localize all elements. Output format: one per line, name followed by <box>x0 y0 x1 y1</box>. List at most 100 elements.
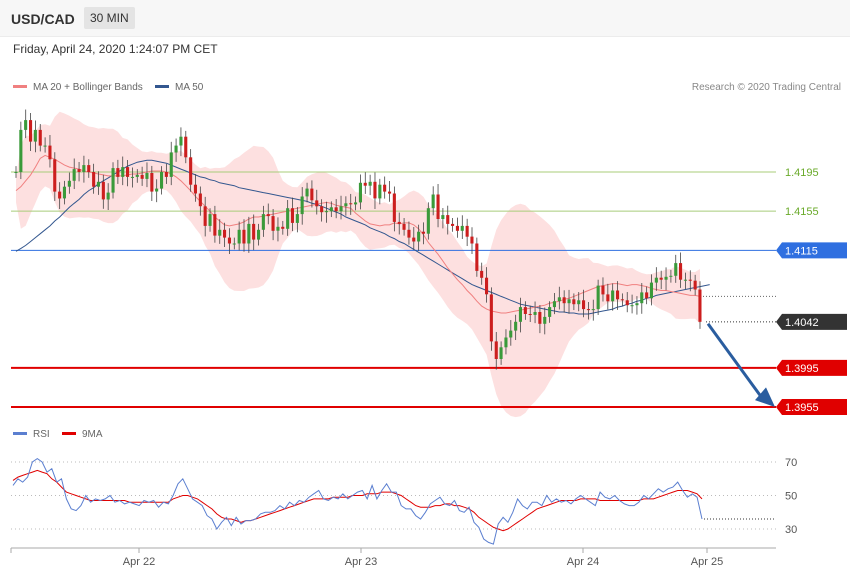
candle-body <box>344 203 348 207</box>
candle-body <box>383 184 387 192</box>
ma50-line <box>15 159 710 315</box>
candle-body <box>339 206 343 212</box>
candle-body <box>305 188 309 197</box>
candle-body <box>596 285 600 310</box>
level-tag-1.4042 <box>776 313 847 330</box>
candle-body <box>58 191 62 199</box>
candle-body <box>523 307 527 314</box>
rsi-tick-label: 70 <box>785 457 797 469</box>
candle-body <box>53 159 57 192</box>
candle-body <box>388 191 392 194</box>
candle-body <box>649 282 653 299</box>
candle-body <box>698 289 702 322</box>
candle-body <box>164 172 168 177</box>
candle-body <box>397 221 401 224</box>
candle-body <box>106 192 110 200</box>
candle-body <box>77 169 81 172</box>
candle-body <box>247 223 251 244</box>
candle-body <box>586 309 590 311</box>
candle-body <box>538 312 542 324</box>
candle-body <box>232 243 236 245</box>
candle-body <box>533 312 537 315</box>
candle-body <box>271 216 275 231</box>
candle-body <box>654 277 658 283</box>
candle-body <box>198 193 202 207</box>
candle-body <box>421 231 425 234</box>
candle-body <box>591 309 595 311</box>
candle-body <box>562 297 566 304</box>
candle-body <box>358 182 362 203</box>
candle-body <box>242 229 246 244</box>
candle-body <box>611 290 615 302</box>
candle-body <box>460 225 464 231</box>
timeframe-button[interactable]: 30 MIN <box>84 7 135 29</box>
candle-body <box>441 215 445 219</box>
candle-body <box>62 186 66 199</box>
candle-body <box>281 226 285 229</box>
candle-body <box>417 231 421 242</box>
candle-body <box>252 223 256 240</box>
candle-body <box>582 300 586 310</box>
candle-body <box>266 214 270 217</box>
candle-body <box>504 337 508 348</box>
candle-body <box>82 165 86 172</box>
candle-body <box>130 176 134 178</box>
candle-body <box>227 237 231 244</box>
candle-body <box>485 277 489 295</box>
candle-body <box>193 184 197 194</box>
candle-body <box>645 292 649 299</box>
candle-body <box>567 299 571 304</box>
candle-body <box>334 207 338 212</box>
candle-body <box>121 167 125 177</box>
level-tag-1.3955 <box>776 399 847 415</box>
candle-body <box>14 172 18 173</box>
rsi-line <box>12 457 703 545</box>
candle-body <box>257 229 261 240</box>
rsi-legend-label: RSI <box>33 429 50 440</box>
candle-body <box>213 214 217 236</box>
ma9-legend-swatch <box>62 432 76 435</box>
candle-body <box>96 181 100 187</box>
candle-body <box>48 145 52 160</box>
candle-body <box>679 263 683 280</box>
x-tick-label: Apr 24 <box>567 556 599 568</box>
candle-body <box>310 188 314 201</box>
candle-body <box>431 194 435 209</box>
level-label-1.4155: 1.4155 <box>785 206 819 218</box>
candle-body <box>446 215 450 224</box>
candle-body <box>237 229 241 244</box>
candle-body <box>329 207 333 212</box>
candle-body <box>169 152 173 177</box>
level-label-1.4195: 1.4195 <box>785 167 819 179</box>
candle-body <box>300 196 304 215</box>
candle-body <box>111 168 115 193</box>
candle-body <box>664 276 668 280</box>
candle-body <box>616 290 620 300</box>
x-tick-label: Apr 25 <box>691 556 723 568</box>
candle-body <box>475 243 479 271</box>
candle-body <box>29 120 33 142</box>
x-tick-label: Apr 23 <box>345 556 377 568</box>
candle-body <box>674 263 678 276</box>
candle-body <box>378 184 382 199</box>
candle-body <box>203 206 207 226</box>
candle-body <box>155 188 159 192</box>
candle-body <box>412 237 416 242</box>
candle-body <box>19 129 23 172</box>
candle-body <box>465 225 469 237</box>
rsi-tick-label: 30 <box>785 524 797 536</box>
bollinger-band <box>16 111 700 418</box>
candle-body <box>145 173 149 179</box>
candle-body <box>659 277 663 280</box>
candle-body <box>518 307 522 322</box>
candle-body <box>625 300 629 306</box>
ma9-legend-label: 9MA <box>82 429 103 440</box>
candle-body <box>407 229 411 238</box>
candle-body <box>688 279 692 281</box>
candle-body <box>223 229 227 238</box>
symbol-label: USD/CAD <box>11 11 75 27</box>
credit-label: Research © 2020 Trading Central <box>692 82 841 93</box>
candle-body <box>693 280 697 290</box>
candle-body <box>451 223 455 226</box>
